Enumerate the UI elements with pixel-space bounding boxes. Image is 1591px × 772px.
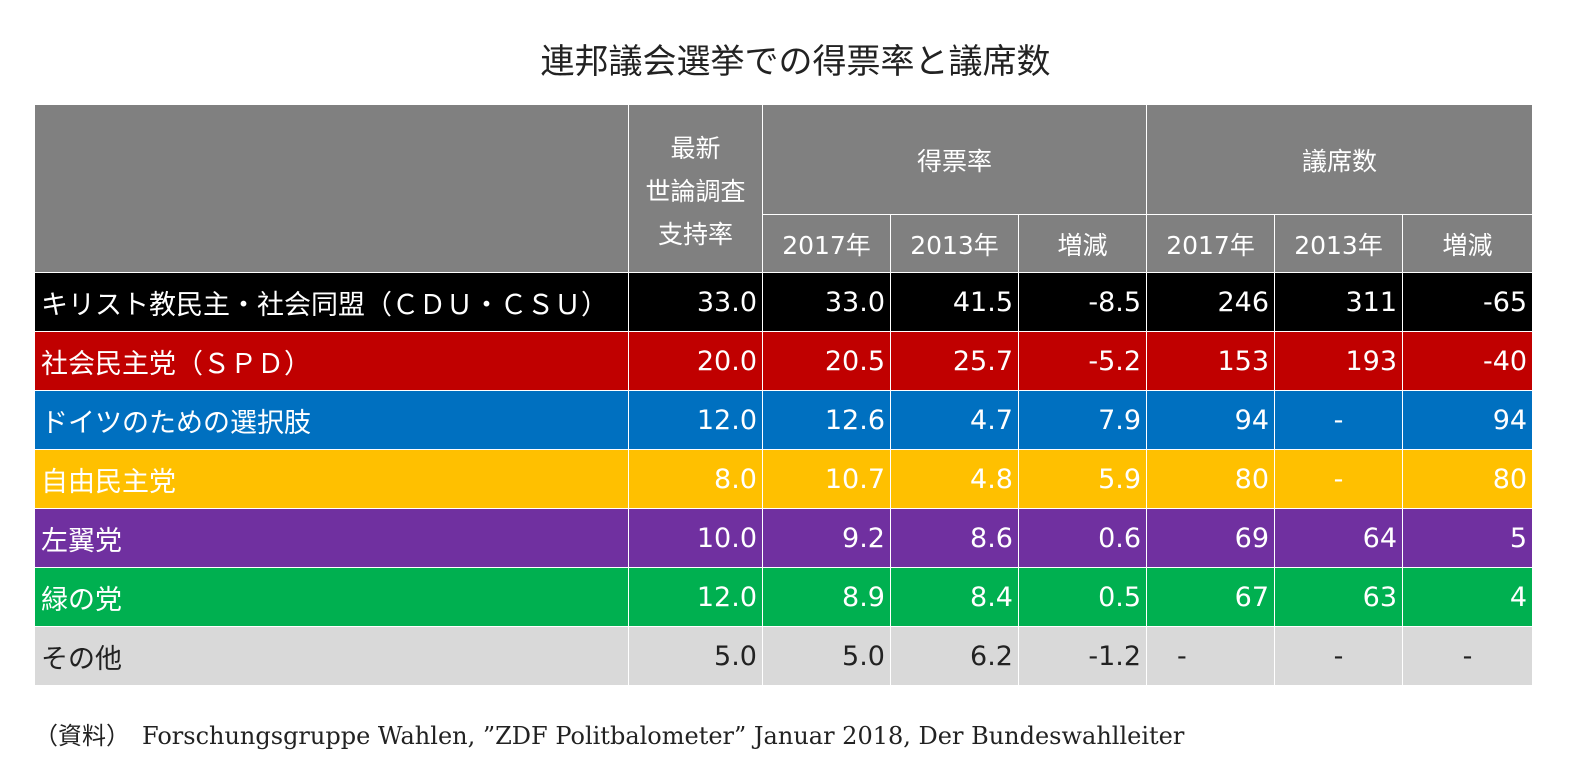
header-seats-2017: 2017年 (1146, 214, 1276, 273)
vote-2013: 25.7 (890, 331, 1019, 391)
row-others: その他 5.0 5.0 6.2 -1.2 - - - (34, 626, 1534, 686)
header-poll: 最新 世論調査 支持率 (628, 104, 763, 273)
vote-change: 7.9 (1017, 390, 1148, 450)
page-title: 連邦議会選挙での得票率と議席数 (540, 42, 1051, 82)
seats-2017: 67 (1146, 567, 1276, 627)
row-afd: ドイツのための選択肢 12.0 12.6 4.7 7.9 94 - 94 (34, 390, 1534, 450)
seats-change: - (1402, 626, 1534, 686)
row-greens: 緑の党 12.0 8.9 8.4 0.5 67 63 4 (34, 567, 1534, 627)
vote-2017: 12.6 (762, 390, 891, 450)
vote-change: -1.2 (1017, 626, 1148, 686)
vote-2017: 5.0 (762, 626, 891, 686)
row-cdu-csu: キリスト教民主・社会同盟（ＣＤＵ・ＣＳＵ） 33.0 33.0 41.5 -8.… (34, 272, 1534, 332)
party-name: 自由民主党 (34, 449, 629, 509)
poll-value: 12.0 (628, 390, 763, 450)
seats-change: 5 (1402, 508, 1534, 568)
header-seats-2013: 2013年 (1274, 214, 1404, 273)
header-seats: 議席数 (1146, 104, 1534, 215)
row-fdp: 自由民主党 8.0 10.7 4.8 5.9 80 - 80 (34, 449, 1534, 509)
seats-2013: - (1274, 449, 1404, 509)
vote-change: 5.9 (1017, 449, 1148, 509)
party-name: ドイツのための選択肢 (34, 390, 629, 450)
seats-change: -40 (1402, 331, 1534, 391)
seats-2013: - (1274, 390, 1404, 450)
poll-value: 20.0 (628, 331, 763, 391)
vote-2013: 6.2 (890, 626, 1019, 686)
election-table: 最新 世論調査 支持率 得票率 議席数 2017年 2013年 増減 2017年… (34, 104, 1534, 686)
seats-change: 94 (1402, 390, 1534, 450)
vote-change: -5.2 (1017, 331, 1148, 391)
poll-value: 8.0 (628, 449, 763, 509)
vote-2017: 8.9 (762, 567, 891, 627)
header-blank-cell (34, 104, 629, 273)
vote-2013: 8.4 (890, 567, 1019, 627)
vote-2013: 8.6 (890, 508, 1019, 568)
party-name: 左翼党 (34, 508, 629, 568)
party-name: その他 (34, 626, 629, 686)
poll-value: 5.0 (628, 626, 763, 686)
header-seats-change: 増減 (1402, 214, 1534, 273)
seats-2017: 153 (1146, 331, 1276, 391)
vote-change: -8.5 (1017, 272, 1148, 332)
poll-value: 33.0 (628, 272, 763, 332)
seats-2017: 80 (1146, 449, 1276, 509)
party-name: 社会民主党（ＳＰＤ） (34, 331, 629, 391)
seats-2017: 69 (1146, 508, 1276, 568)
vote-change: 0.5 (1017, 567, 1148, 627)
vote-2013: 4.7 (890, 390, 1019, 450)
vote-2017: 9.2 (762, 508, 891, 568)
seats-change: -65 (1402, 272, 1534, 332)
header-vote-share: 得票率 (761, 104, 1148, 215)
poll-value: 10.0 (628, 508, 763, 568)
seats-2017: 246 (1146, 272, 1276, 332)
seats-2013: 64 (1274, 508, 1404, 568)
vote-2013: 4.8 (890, 449, 1019, 509)
header-vote-2017: 2017年 (762, 214, 891, 273)
vote-2017: 33.0 (762, 272, 891, 332)
seats-2013: 193 (1274, 331, 1404, 391)
row-linke: 左翼党 10.0 9.2 8.6 0.6 69 64 5 (34, 508, 1534, 568)
seats-2013: - (1274, 626, 1404, 686)
source-note: （資料） Forschungsgruppe Wahlen, ”ZDF Polit… (34, 722, 1185, 750)
vote-2017: 20.5 (762, 331, 891, 391)
header-vote-2013: 2013年 (890, 214, 1019, 273)
seats-change: 80 (1402, 449, 1534, 509)
seats-2013: 311 (1274, 272, 1404, 332)
vote-2013: 41.5 (890, 272, 1019, 332)
row-spd: 社会民主党（ＳＰＤ） 20.0 20.5 25.7 -5.2 153 193 -… (34, 331, 1534, 391)
vote-2017: 10.7 (762, 449, 891, 509)
header-vote-change: 増減 (1017, 214, 1148, 273)
seats-change: 4 (1402, 567, 1534, 627)
seats-2013: 63 (1274, 567, 1404, 627)
seats-2017: - (1146, 626, 1276, 686)
header-poll-label: 最新 世論調査 支持率 (645, 134, 746, 249)
party-name: キリスト教民主・社会同盟（ＣＤＵ・ＣＳＵ） (34, 272, 629, 332)
vote-change: 0.6 (1017, 508, 1148, 568)
party-name: 緑の党 (34, 567, 629, 627)
poll-value: 12.0 (628, 567, 763, 627)
seats-2017: 94 (1146, 390, 1276, 450)
